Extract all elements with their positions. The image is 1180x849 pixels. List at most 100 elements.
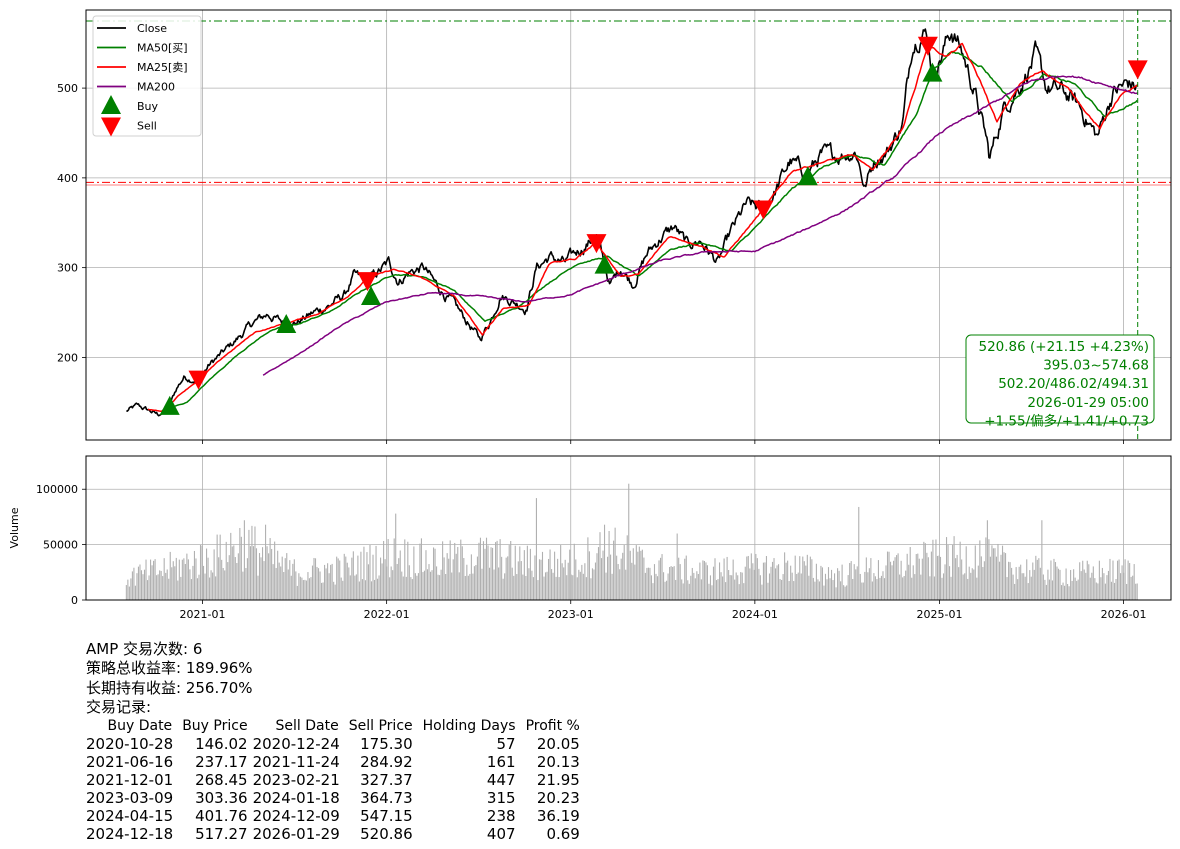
trade-row: 2021-12-01 268.45 2023-02-21 327.37 447 21.95	[86, 771, 585, 789]
sell-marker	[357, 272, 378, 292]
volume-bar	[393, 538, 395, 600]
volume-bar	[737, 575, 739, 600]
volume-bar	[852, 578, 854, 600]
volume-bar	[853, 564, 855, 600]
volume-bar	[324, 564, 326, 600]
volume-bar	[876, 579, 878, 600]
volume-bar	[508, 545, 510, 600]
trade-cell: 2020-10-28	[86, 735, 174, 753]
volume-bar	[202, 565, 205, 600]
volume-bar	[908, 564, 910, 600]
volume-bar	[224, 570, 226, 600]
volume-bar	[868, 568, 870, 600]
trade-cell: 2021-12-01	[86, 771, 174, 789]
volume-bar	[1000, 554, 1002, 600]
volume-bar	[263, 561, 265, 600]
volume-bar	[227, 562, 229, 600]
volume-bar	[216, 534, 218, 600]
volume-bar	[308, 578, 311, 600]
volume-bar	[955, 558, 957, 600]
trade-cell: 2020-12-24	[252, 735, 340, 753]
volume-bar	[989, 556, 991, 600]
volume-bar	[619, 569, 621, 600]
volume-bar	[478, 542, 480, 600]
volume-bar	[1015, 567, 1017, 600]
volume-bar	[824, 573, 827, 600]
volume-bar	[1086, 560, 1088, 600]
price-plot-frame	[85, 9, 1172, 441]
volume-bar	[986, 520, 988, 600]
volume-bar	[1005, 553, 1007, 600]
volume-bar	[758, 568, 760, 600]
volume-bar	[873, 573, 875, 600]
volume-bar	[915, 554, 917, 600]
volume-bar	[770, 566, 772, 600]
volume-bar	[835, 587, 837, 600]
volume-bar	[181, 559, 183, 600]
trade-cell: 2023-03-09	[86, 789, 174, 807]
info-box-line: 2026-01-29 05:00	[1027, 395, 1149, 411]
volume-bar	[897, 553, 899, 600]
volume-bar	[628, 483, 630, 600]
volume-bar	[301, 577, 303, 600]
volume-bar	[634, 564, 636, 600]
volume-bar	[817, 579, 819, 600]
volume-bar	[396, 563, 398, 600]
volume-bar	[166, 569, 168, 600]
volume-bar	[1109, 558, 1111, 600]
volume-bar	[1038, 558, 1040, 600]
trade-cell: 146.02	[195, 735, 248, 753]
volume-bar	[218, 557, 220, 600]
volume-bar	[678, 557, 680, 600]
trade-cell: 20.05	[536, 735, 580, 753]
volume-bar	[771, 561, 774, 600]
volume-bar	[328, 573, 330, 600]
volume-bar	[405, 576, 407, 600]
volume-bar	[1051, 580, 1054, 600]
volume-bar	[505, 557, 507, 600]
volume-bar	[998, 561, 1001, 600]
volume-bar	[702, 560, 704, 600]
volume-bar	[445, 574, 447, 600]
volume-bar	[407, 541, 409, 600]
volume-bar	[762, 562, 764, 600]
volume-bar	[652, 583, 654, 600]
volume-bar	[879, 577, 881, 600]
volume-bar	[321, 582, 323, 600]
volume-bar	[1076, 580, 1078, 600]
volume-bar	[862, 582, 864, 600]
volume-bar	[361, 579, 363, 600]
volume-bar	[431, 570, 433, 600]
volume-bar	[912, 565, 914, 600]
volume-bar	[832, 580, 834, 600]
trade-row: 2023-03-09 303.36 2024-01-18 364.73 315 20.23	[86, 789, 585, 807]
volume-bar	[537, 580, 539, 600]
volume-bar	[877, 560, 879, 600]
volume-bar	[1006, 577, 1008, 600]
volume-bar	[607, 556, 609, 600]
volume-bar	[557, 558, 559, 600]
volume-bar	[603, 524, 606, 600]
volume-bar	[837, 568, 839, 600]
volume-bar	[366, 552, 368, 600]
volume-bar	[526, 545, 528, 600]
volume-bar	[274, 541, 276, 600]
sell-marker	[753, 200, 774, 220]
volume-bar	[130, 578, 132, 600]
volume-bar	[752, 563, 754, 600]
volume-bar	[575, 559, 577, 600]
volume-bar	[599, 532, 601, 600]
sell-marker	[586, 234, 607, 254]
trade-cell: 2021-11-24	[252, 753, 340, 771]
volume-bar	[177, 580, 179, 600]
volume-bar	[983, 561, 985, 600]
volume-bar	[380, 557, 382, 600]
volume-tick-label: 0	[71, 594, 78, 607]
volume-bar	[641, 549, 643, 600]
volume-bar	[911, 577, 913, 600]
volume-bar	[778, 564, 780, 600]
volume-bar	[316, 566, 318, 600]
volume-bar	[723, 558, 725, 600]
volume-bar	[659, 557, 662, 600]
volume-bar	[436, 566, 438, 600]
